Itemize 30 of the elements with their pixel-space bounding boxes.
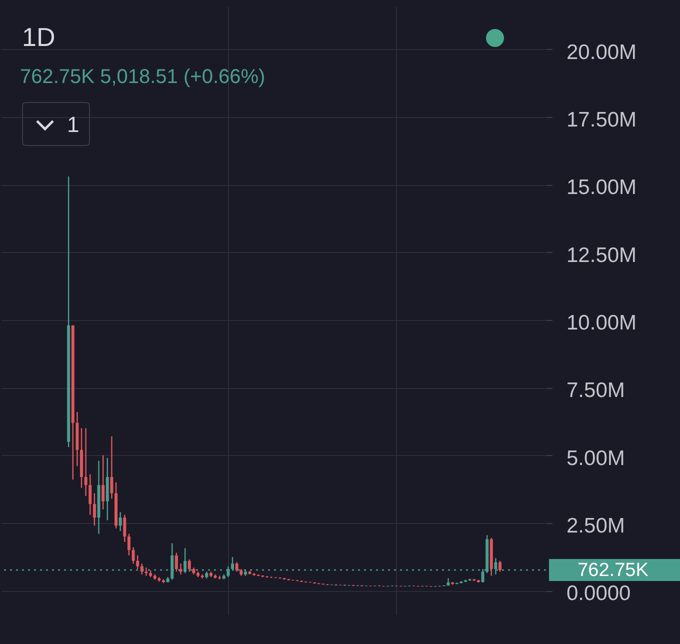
candlestick (174, 552, 178, 572)
y-tick-label: 5.00M (566, 446, 625, 470)
candlestick (188, 558, 191, 572)
ref-line-label: 762.75K (578, 560, 649, 581)
y-tick-label: 10.00M (566, 311, 637, 334)
candlestick (235, 562, 238, 572)
y-tick-label: 17.50M (566, 108, 637, 132)
candlestick (110, 436, 114, 500)
y-tick-label: 2.50M (566, 514, 625, 538)
text: 762.75K 5,018.51 (+0.66%) (20, 66, 266, 89)
y-tick-label: 15.00M (566, 176, 637, 200)
candlestick (144, 567, 148, 576)
y-tick-label: 7.50M (566, 379, 625, 402)
candlestick (123, 514, 126, 543)
dropdown-button: 1 (22, 102, 90, 146)
annotation: 1 (67, 112, 80, 138)
candlestick (498, 560, 502, 572)
candlestick (84, 428, 88, 497)
candlestick (136, 554, 140, 570)
candlestick (118, 512, 122, 532)
y-tick-label: 12.50M (566, 244, 637, 267)
candlestick (102, 454, 105, 510)
text: 1D (22, 22, 56, 53)
candlestick (468, 578, 472, 582)
y-tick-label: 20.00M (566, 40, 637, 64)
candlestick (127, 533, 130, 556)
candlestick (88, 474, 92, 516)
y-tick-label: 0.0000 (566, 582, 631, 606)
candlestick (92, 492, 96, 526)
candlestick (132, 546, 135, 564)
